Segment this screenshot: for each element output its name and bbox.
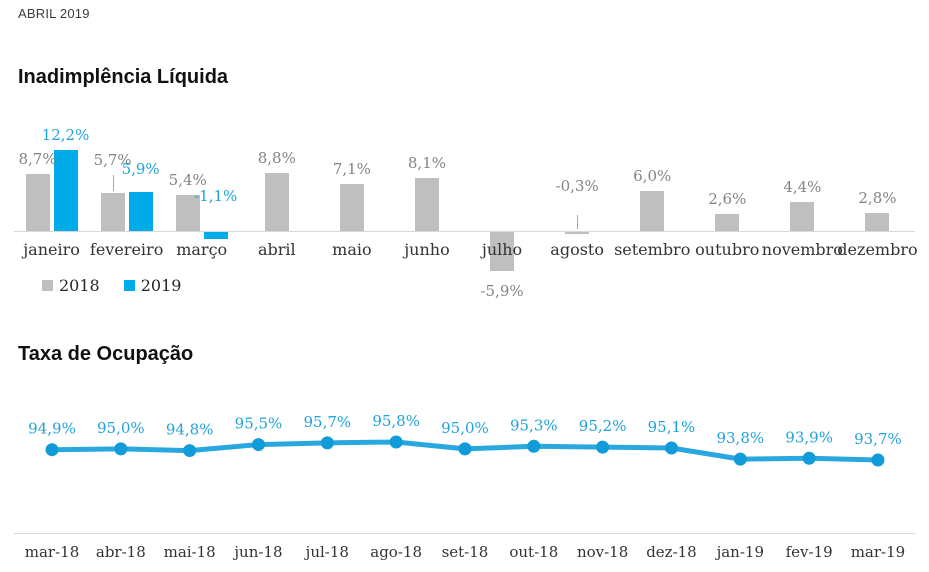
point-value-label-ago-18: 95,8% <box>372 412 420 430</box>
bar-2018-março <box>175 195 200 231</box>
bar-2018-julho <box>490 232 515 271</box>
bar-chart-title: Inadimplência Líquida <box>18 66 229 88</box>
bar-category-label-outubro: outubro <box>695 240 760 259</box>
point-value-label-nov-18: 95,2% <box>579 417 627 435</box>
bar-value-label-2018-novembro: 4,4% <box>783 178 822 196</box>
bar-2019-março <box>203 232 228 239</box>
point-value-label-fev-19: 93,9% <box>785 428 833 446</box>
data-point-set-18 <box>458 442 472 456</box>
line-category-label-abr-18: abr-18 <box>95 543 146 561</box>
bar-value-label-2018-junho: 8,1% <box>407 154 446 172</box>
data-point-out-18 <box>527 439 541 453</box>
bar-value-label-2019-janeiro: 12,2% <box>41 126 90 144</box>
legend-item-2018: 2018 <box>42 276 100 295</box>
bar-2018-janeiro <box>25 174 50 231</box>
point-value-label-jul-18: 95,7% <box>303 413 351 431</box>
bar-2018-agosto <box>565 232 590 234</box>
bar-category-label-setembro: setembro <box>614 240 691 259</box>
legend-label-2019: 2019 <box>140 276 182 295</box>
point-value-label-set-18: 95,0% <box>441 419 489 437</box>
point-value-label-abr-18: 95,0% <box>97 419 145 437</box>
bar-value-label-2018-agosto: -0,3% <box>555 177 599 195</box>
bar-value-label-2018-janeiro: 8,7% <box>18 150 57 168</box>
line-category-label-mar-19: mar-19 <box>850 543 906 561</box>
bar-value-label-2018-julho: -5,9% <box>480 282 524 300</box>
bar-2018-novembro <box>790 202 815 231</box>
bar-value-label-2018-setembro: 6,0% <box>633 167 672 185</box>
point-value-label-out-18: 95,3% <box>510 416 558 434</box>
data-point-nov-18 <box>596 440 610 454</box>
line-category-label-fev-19: fev-19 <box>785 543 833 561</box>
point-value-label-jan-19: 93,8% <box>716 429 764 447</box>
line-chart-canvas: 94,9% 95,0% 94,8% 95,5% 95,7% 95,8% 95,0% 95,3%… <box>28 412 902 467</box>
report-period-label: ABRIL 2019 <box>18 6 90 21</box>
data-point-ago-18 <box>389 435 403 449</box>
data-point-mai-18 <box>183 444 197 458</box>
bar-category-label-julho: julho <box>481 240 523 259</box>
line-category-label-jun-18: jun-18 <box>234 543 283 561</box>
bar-value-label-2018-fevereiro: 5,7% <box>93 151 132 169</box>
line-category-label-ago-18: ago-18 <box>370 543 422 561</box>
data-point-dez-18 <box>664 441 678 455</box>
bar-category-label-novembro: novembro <box>761 240 843 259</box>
bar-2018-maio <box>339 184 364 231</box>
data-point-mar-18 <box>45 443 59 457</box>
bar-category-label-janeiro: janeiro <box>23 240 80 259</box>
bar-value-label-2019-fevereiro: 5,9% <box>121 160 160 178</box>
line-category-label-dez-18: dez-18 <box>646 543 697 561</box>
label-leader-line <box>112 175 114 191</box>
bar-2018-outubro <box>715 214 740 231</box>
bar-value-label-2018-abril: 8,8% <box>257 149 296 167</box>
bar-category-label-junho: junho <box>404 240 450 259</box>
bar-category-label-março: março <box>176 240 228 259</box>
line-category-label-out-18: out-18 <box>509 543 559 561</box>
bar-2018-fevereiro <box>100 193 125 231</box>
legend-label-2018: 2018 <box>59 276 100 295</box>
line-category-label-mai-18: mai-18 <box>163 543 216 561</box>
line-category-label-mar-18: mar-18 <box>24 543 80 561</box>
legend-item-2019: 2019 <box>123 276 182 295</box>
bar-2019-fevereiro <box>128 192 153 231</box>
bar-value-label-2018-dezembro: 2,8% <box>858 189 897 207</box>
bar-2018-abril <box>264 173 289 231</box>
point-value-label-mar-18: 94,9% <box>28 420 76 438</box>
bar-value-label-2019-março: -1,1% <box>194 187 238 205</box>
bar-chart-inadimplencia: 8,7% 12,2% janeiro 5,7% 5,9% fevereiro 5,4% -1,… <box>14 126 918 300</box>
line-chart-title: Taxa de Ocupação <box>18 343 194 365</box>
line-chart-ocupacao: 94,9% 95,0% 94,8% 95,5% 95,7% 95,8% 95,0% 95,3%… <box>0 330 929 572</box>
legend-swatch-2018 <box>42 280 53 291</box>
bar-2019-janeiro <box>53 150 78 231</box>
bar-chart-axis-line <box>14 231 915 232</box>
data-point-fev-19 <box>802 451 816 465</box>
bar-2018-setembro <box>640 191 665 231</box>
point-value-label-jun-18: 95,5% <box>235 415 283 433</box>
bar-value-label-2018-outubro: 2,6% <box>708 190 747 208</box>
bar-category-label-agosto: agosto <box>550 240 604 259</box>
bar-category-label-maio: maio <box>332 240 372 259</box>
bar-category-label-fevereiro: fevereiro <box>89 240 164 259</box>
bar-category-label-dezembro: dezembro <box>837 240 918 259</box>
line-chart-axis-line <box>14 533 915 534</box>
bar-2018-junho <box>414 178 439 231</box>
label-leader-line <box>577 215 579 229</box>
bar-category-label-abril: abril <box>257 240 296 259</box>
line-category-label-jul-18: jul-18 <box>305 543 349 561</box>
point-value-label-mar-19: 93,7% <box>854 430 902 448</box>
data-point-abr-18 <box>114 442 128 456</box>
legend-swatch-2019 <box>123 280 135 291</box>
point-value-label-mai-18: 94,8% <box>166 421 214 439</box>
data-point-mar-19 <box>871 453 885 467</box>
line-category-label-set-18: set-18 <box>441 543 489 561</box>
bar-chart-legend: 2018 2019 <box>42 276 181 295</box>
data-point-jan-19 <box>733 452 747 466</box>
line-category-label-nov-18: nov-18 <box>576 543 629 561</box>
bar-value-label-2018-maio: 7,1% <box>332 160 371 178</box>
point-value-label-dez-18: 95,1% <box>648 418 696 436</box>
data-point-jul-18 <box>320 436 334 450</box>
data-point-jun-18 <box>251 438 265 452</box>
bar-value-label-2018-março: 5,4% <box>168 171 207 189</box>
line-category-label-jan-19: jan-19 <box>716 543 764 561</box>
bar-2018-dezembro <box>865 213 890 231</box>
